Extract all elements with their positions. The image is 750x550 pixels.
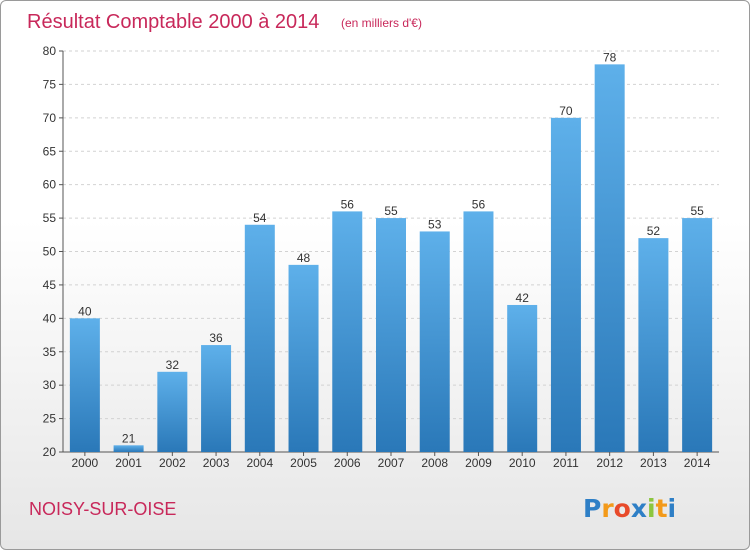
logo-letter: x <box>631 494 647 523</box>
y-tick-label: 40 <box>43 311 57 325</box>
bar-2010 <box>507 304 538 452</box>
x-tick-label: 2011 <box>553 456 579 470</box>
y-tick-label: 35 <box>43 345 57 359</box>
logo-letter: o <box>614 494 631 523</box>
bar-2013 <box>638 238 669 452</box>
bar-2009 <box>463 211 494 452</box>
y-tick-label: 45 <box>43 278 57 292</box>
bar-2003 <box>201 345 232 452</box>
proxiti-logo: Proxiti <box>583 494 676 523</box>
value-label-2007: 55 <box>384 204 398 218</box>
bar-2005 <box>288 264 319 452</box>
chart-title: Résultat Comptable 2000 à 2014 <box>27 11 319 33</box>
y-tick-label: 70 <box>43 111 57 125</box>
bar-2008 <box>419 231 450 452</box>
bar-2011 <box>550 117 581 452</box>
y-tick-label: 50 <box>43 245 57 259</box>
bar-2004 <box>244 224 275 452</box>
y-tick-label: 65 <box>43 144 57 158</box>
x-tick-label: 2006 <box>334 456 361 470</box>
y-tick-label: 30 <box>43 378 57 392</box>
y-tick-label: 55 <box>43 211 57 225</box>
bar-2014 <box>682 218 713 452</box>
x-tick-label: 2012 <box>596 456 623 470</box>
x-tick-label: 2008 <box>421 456 448 470</box>
logo-letter: t <box>656 494 668 523</box>
x-tick-label: 2001 <box>115 456 142 470</box>
value-label-2014: 55 <box>690 204 704 218</box>
bar-2006 <box>332 211 363 452</box>
y-tick-label: 75 <box>43 77 57 91</box>
x-tick-label: 2004 <box>246 456 273 470</box>
logo-letter: r <box>601 494 614 523</box>
value-label-2005: 48 <box>297 251 311 265</box>
value-label-2008: 53 <box>428 217 442 231</box>
logo-letter: i <box>647 494 656 523</box>
y-tick-label: 20 <box>43 445 57 459</box>
x-tick-label: 2002 <box>159 456 186 470</box>
x-tick-label: 2009 <box>465 456 492 470</box>
bars: 40 21 32 36 54 48 56 55 53 56 42 70 78 52 55 <box>69 50 713 452</box>
bar-2012 <box>594 64 625 452</box>
bar-2000 <box>69 318 100 452</box>
x-tick-label: 2010 <box>509 456 536 470</box>
value-label-2003: 36 <box>209 331 223 345</box>
place-name: NOISY-SUR-OISE <box>29 499 176 519</box>
value-label-2004: 54 <box>253 211 267 225</box>
chart-subtitle: (en milliers d'€) <box>341 16 422 30</box>
x-tick-label: 2013 <box>640 456 667 470</box>
value-label-2000: 40 <box>78 304 92 318</box>
value-label-2001: 21 <box>122 431 136 445</box>
bar-2001 <box>113 445 144 452</box>
value-label-2009: 56 <box>472 197 486 211</box>
value-label-2010: 42 <box>516 291 530 305</box>
bar-2007 <box>376 218 406 452</box>
value-label-2002: 32 <box>166 358 180 372</box>
y-tick-label: 60 <box>43 178 57 192</box>
x-tick-label: 2007 <box>378 456 405 470</box>
x-tick-label: 2014 <box>684 456 711 470</box>
y-tick-label: 25 <box>43 412 57 426</box>
logo-letter: P <box>583 494 601 523</box>
logo-letter: i <box>668 494 677 523</box>
value-label-2011: 70 <box>559 104 573 118</box>
value-label-2006: 56 <box>341 197 355 211</box>
x-tick-label: 2000 <box>72 456 99 470</box>
x-tick-label: 2005 <box>290 456 317 470</box>
x-axis: 2000 2001 2002 2003 2004 2005 2006 2007 2008 2009… <box>72 452 711 470</box>
x-tick-label: 2003 <box>203 456 230 470</box>
y-tick-label: 80 <box>43 44 57 58</box>
value-label-2012: 78 <box>603 50 617 64</box>
value-label-2013: 52 <box>647 224 661 238</box>
bar-2002 <box>157 371 188 452</box>
